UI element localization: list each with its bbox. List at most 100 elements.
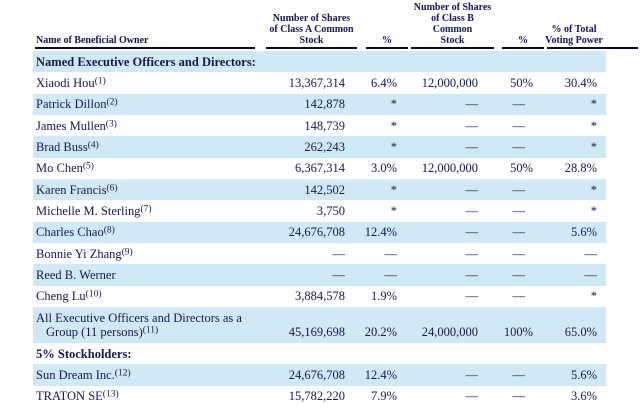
cell-voting-pct: — <box>584 246 598 261</box>
cell-owner-name: Patrick Dillon(2) <box>36 97 118 112</box>
cell-class-a-shares: — <box>332 268 346 283</box>
footnote-ref: (12) <box>114 368 131 379</box>
cell-owner-name: All Executive Officers and Directors as … <box>33 311 268 343</box>
cell-class-b-pct: — <box>512 182 526 197</box>
cell-owner-name: Karen Francis(6) <box>36 182 118 197</box>
section-row: Named Executive Officers and Directors: <box>33 51 606 73</box>
cell-class-a-shares: 13,367,314 <box>288 76 345 91</box>
cell-class-a-pct: 12.4% <box>364 368 397 383</box>
cell-class-a-shares: 148,739 <box>304 118 345 133</box>
cell-class-a-shares: 15,782,220 <box>288 389 345 404</box>
column-header-owner-name-label: Name of Beneficial Owner <box>36 35 149 46</box>
cell-class-a-pct: 3.0% <box>370 161 397 176</box>
cell-class-b-pct: — <box>512 225 526 240</box>
cell-voting-pct: * <box>590 97 597 112</box>
cell-voting-pct: * <box>590 118 597 133</box>
cell-class-b-shares: 12,000,000 <box>421 76 478 91</box>
table-row: Cheng Lu(10) 3,884,578 1.9% — — * <box>33 286 606 307</box>
class-a-header-line1: Number of Shares <box>272 13 351 24</box>
cell-owner-name: James Mullen(3) <box>36 118 117 133</box>
cell-class-b-pct: — <box>512 389 526 404</box>
cell-voting-pct: * <box>590 289 597 304</box>
footnote-ref: (1) <box>94 76 106 87</box>
cell-class-b-shares: — <box>465 182 479 197</box>
cell-owner-name: Mo Chen(5) <box>36 161 94 176</box>
section-label: 5% Stockholders: <box>36 346 132 361</box>
cell-class-a-pct: 6.4% <box>370 76 397 91</box>
cell-class-b-pct: — <box>512 268 526 283</box>
header-rule-class-a-pct <box>366 47 408 49</box>
cell-class-a-pct: — <box>384 268 398 283</box>
section-row: 5% Stockholders: <box>33 343 606 364</box>
cell-class-b-shares: — <box>465 389 479 404</box>
table-rows: Named Executive Officers and Directors: X… <box>33 51 606 407</box>
cell-owner-name: Cheng Lu(10) <box>36 289 102 304</box>
cell-class-b-shares: — <box>465 246 479 261</box>
footnote-ref: (13) <box>102 389 119 400</box>
table-row: Bonnie Yi Zhang(9) — — — — — <box>33 243 606 264</box>
cell-class-b-shares: — <box>465 118 479 133</box>
class-b-header-line2: of Class B Common <box>431 13 474 35</box>
footnote-ref: (10) <box>85 289 102 300</box>
column-header-class-a-pct: % <box>366 0 408 46</box>
class-b-pct-header-label: % <box>518 35 528 46</box>
cell-class-b-pct: — <box>512 368 526 383</box>
cell-class-a-shares: — <box>332 246 346 261</box>
column-header-class-b-shares: Number of Shares of Class B Common Stock <box>411 0 494 46</box>
cell-owner-name: Brad Buss(4) <box>36 140 99 155</box>
footnote-ref: (3) <box>105 119 117 130</box>
cell-class-b-shares: — <box>465 204 479 219</box>
cell-voting-pct: 30.4% <box>564 76 597 91</box>
column-header-voting-power: % of Total Voting Power <box>543 0 605 46</box>
table-row: Reed B. Werner — — — — — <box>33 264 606 286</box>
cell-class-b-shares: — <box>465 368 479 383</box>
cell-class-b-shares: 24,000,000 <box>421 325 478 340</box>
table-row: James Mullen(3) 148,739 * — — * <box>33 115 606 136</box>
cell-owner-name: Michelle M. Sterling(7) <box>36 204 152 219</box>
footnote-ref: (9) <box>121 247 133 258</box>
cell-class-a-pct: 7.9% <box>370 389 397 404</box>
cell-class-a-pct: * <box>390 118 397 133</box>
cell-class-a-shares: 24,676,708 <box>288 225 345 240</box>
cell-owner-name: Xiaodi Hou(1) <box>36 76 106 91</box>
cell-class-a-pct: 20.2% <box>364 325 397 340</box>
cell-voting-pct: * <box>590 140 597 155</box>
cell-class-a-pct: 12.4% <box>364 225 397 240</box>
cell-class-a-shares: 6,367,314 <box>295 161 345 176</box>
table-row: Karen Francis(6) 142,502 * — — * <box>33 179 606 201</box>
class-a-header-line2: of Class A Common <box>269 24 354 35</box>
cell-owner-name: Sun Dream Inc.(12) <box>36 368 131 383</box>
voting-power-header-line2: Voting Power <box>545 35 603 46</box>
cell-class-a-pct: — <box>384 246 398 261</box>
class-a-header-line3: Stock <box>299 35 324 46</box>
footnote-ref: (11) <box>142 325 159 336</box>
footnote-ref: (7) <box>140 204 152 215</box>
cell-class-b-pct: — <box>512 97 526 112</box>
table-row: Patrick Dillon(2) 142,878 * — — * <box>33 93 606 116</box>
column-header-class-b-pct: % <box>502 0 544 46</box>
section-label: Named Executive Officers and Directors: <box>36 54 256 69</box>
class-b-header-line3: Stock <box>440 35 465 46</box>
header-rule-class-b-pct <box>502 47 544 49</box>
table-row: Brad Buss(4) 262,243 * — — * <box>33 136 606 158</box>
cell-class-b-shares: — <box>465 268 479 283</box>
table-row: All Executive Officers and Directors as … <box>33 307 606 344</box>
cell-class-a-shares: 24,676,708 <box>288 368 345 383</box>
cell-class-a-shares: 142,878 <box>304 97 345 112</box>
class-a-pct-header-label: % <box>382 35 392 46</box>
cell-class-b-shares: 12,000,000 <box>421 161 478 176</box>
cell-voting-pct: 65.0% <box>564 325 597 340</box>
cell-class-b-pct: 50% <box>510 161 533 176</box>
cell-class-b-pct: 100% <box>503 325 533 340</box>
cell-owner-name: Charles Chao(8) <box>36 225 115 240</box>
cell-voting-pct: 3.6% <box>570 389 597 404</box>
footnote-ref: (5) <box>82 161 94 172</box>
class-b-header-line1: Number of Shares <box>413 2 492 13</box>
cell-class-b-pct: — <box>512 289 526 304</box>
voting-power-header-line1: % of Total <box>551 24 597 35</box>
owner-name-line2: Group (11 persons)(11) <box>46 325 159 340</box>
cell-owner-name: Reed B. Werner <box>36 268 116 283</box>
cell-class-b-shares: — <box>465 140 479 155</box>
cell-owner-name: TRATON SE(13) <box>36 389 119 404</box>
